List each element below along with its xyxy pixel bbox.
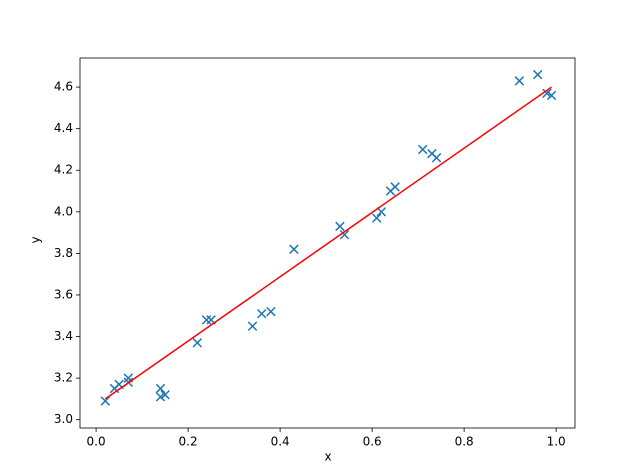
y-tick-label: 3.2 — [54, 371, 73, 385]
y-tick-label: 4.4 — [54, 121, 73, 135]
marker — [289, 244, 299, 254]
marker — [266, 306, 276, 317]
fit-line — [104, 86, 552, 400]
y-tick-label: 3.6 — [54, 287, 73, 301]
x-tick-label: 0.6 — [363, 435, 382, 449]
marker — [155, 383, 166, 394]
marker — [100, 396, 111, 406]
marker — [192, 338, 203, 348]
x-tick-label: 0.2 — [179, 435, 198, 449]
marker — [256, 308, 267, 319]
y-tick-label: 4.2 — [54, 163, 73, 177]
marker — [533, 69, 543, 80]
x-tick-label: 0.0 — [87, 435, 106, 449]
marker — [542, 88, 552, 99]
marker — [514, 76, 525, 86]
marker — [376, 207, 387, 217]
y-axis-label: y — [29, 236, 43, 243]
y-tick-label: 4.6 — [54, 80, 73, 94]
marker — [335, 221, 345, 232]
marker — [546, 90, 557, 101]
marker — [160, 390, 170, 400]
x-axis-label: x — [324, 450, 331, 464]
marker — [339, 229, 350, 240]
marker — [371, 213, 382, 223]
marker — [417, 144, 428, 155]
marker — [155, 392, 166, 402]
x-tick-label: 0.8 — [455, 435, 474, 449]
marker — [431, 153, 442, 163]
y-tick-label: 4.0 — [54, 204, 73, 218]
y-tick-label: 3.4 — [54, 329, 73, 343]
marker — [201, 315, 212, 325]
y-tick-label: 3.8 — [54, 246, 73, 260]
x-tick-label: 0.4 — [271, 435, 290, 449]
marker — [247, 321, 258, 331]
marker — [390, 182, 400, 192]
y-tick-label: 3.0 — [54, 412, 73, 426]
plot-frame — [79, 57, 576, 429]
x-tick-label: 1.0 — [547, 435, 566, 449]
